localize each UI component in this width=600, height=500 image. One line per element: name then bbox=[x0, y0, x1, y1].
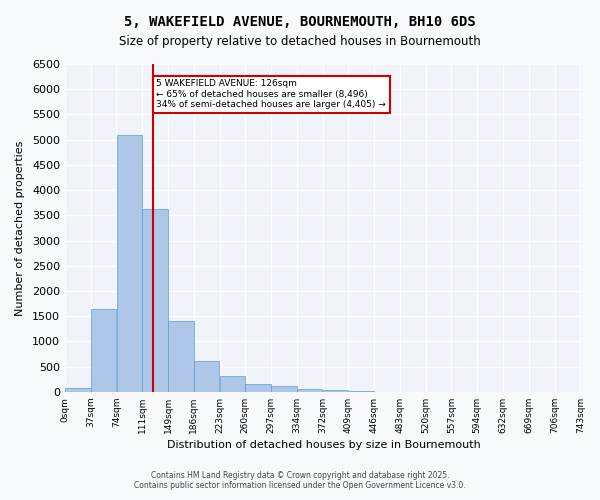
X-axis label: Distribution of detached houses by size in Bournemouth: Distribution of detached houses by size … bbox=[167, 440, 481, 450]
Bar bbox=[116, 134, 142, 392]
Text: 5, WAKEFIELD AVENUE, BOURNEMOUTH, BH10 6DS: 5, WAKEFIELD AVENUE, BOURNEMOUTH, BH10 6… bbox=[124, 15, 476, 29]
Bar bbox=[91, 308, 116, 392]
Bar bbox=[168, 321, 194, 392]
Bar bbox=[220, 376, 245, 392]
Bar bbox=[245, 384, 271, 392]
Bar bbox=[65, 388, 91, 392]
Y-axis label: Number of detached properties: Number of detached properties bbox=[15, 140, 25, 316]
Bar bbox=[194, 361, 220, 392]
Text: Contains HM Land Registry data © Crown copyright and database right 2025.
Contai: Contains HM Land Registry data © Crown c… bbox=[134, 470, 466, 490]
Bar bbox=[323, 390, 348, 392]
Bar bbox=[271, 386, 296, 392]
Bar bbox=[297, 389, 322, 392]
Bar bbox=[142, 209, 168, 392]
Text: Size of property relative to detached houses in Bournemouth: Size of property relative to detached ho… bbox=[119, 35, 481, 48]
Text: 5 WAKEFIELD AVENUE: 126sqm
← 65% of detached houses are smaller (8,496)
34% of s: 5 WAKEFIELD AVENUE: 126sqm ← 65% of deta… bbox=[156, 79, 386, 109]
